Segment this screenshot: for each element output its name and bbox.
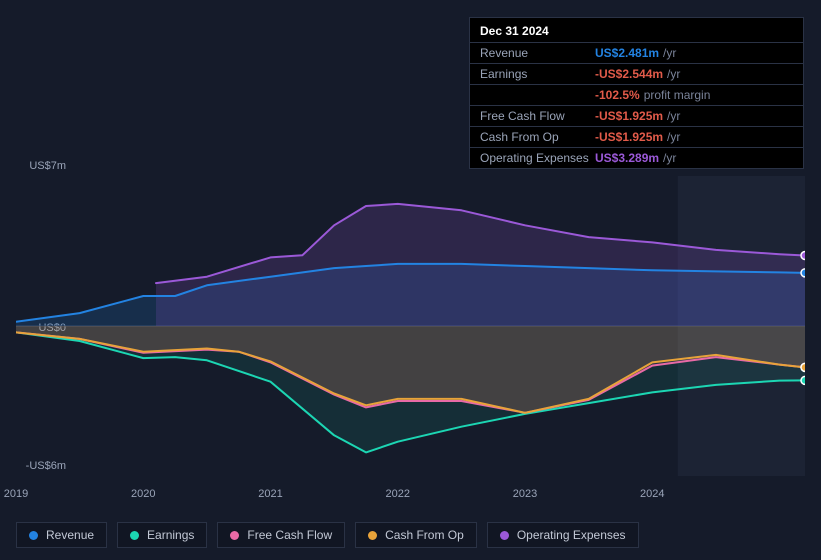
y-axis-label-max: US$7m (29, 160, 66, 172)
legend-label: Free Cash Flow (247, 528, 332, 542)
legend-label: Cash From Op (385, 528, 464, 542)
legend: Revenue Earnings Free Cash Flow Cash From O… (16, 522, 639, 548)
series-end-dot-revenue (801, 269, 805, 277)
legend-label: Earnings (147, 528, 194, 542)
x-axis: 201920202021202220232024 (16, 484, 805, 500)
tooltip-row: Free Cash Flow-US$1.925m/yr (470, 105, 803, 126)
legend-label: Operating Expenses (517, 528, 626, 542)
tooltip-row-value: -US$2.544m (595, 67, 663, 81)
legend-item-earnings[interactable]: Earnings (117, 522, 207, 548)
tooltip-date: Dec 31 2024 (470, 18, 803, 42)
tooltip-row-value: -US$1.925m (595, 130, 663, 144)
tooltip-row-label: Free Cash Flow (480, 109, 595, 123)
legend-swatch (368, 531, 377, 540)
legend-item-cfo[interactable]: Cash From Op (355, 522, 477, 548)
data-tooltip: Dec 31 2024 RevenueUS$2.481m/yrEarnings-… (469, 17, 804, 169)
legend-item-opex[interactable]: Operating Expenses (487, 522, 639, 548)
tooltip-row-value: US$2.481m (595, 46, 659, 60)
tooltip-row-suffix: /yr (667, 130, 680, 144)
tooltip-row-label: Operating Expenses (480, 151, 595, 165)
chart-svg (16, 176, 805, 476)
series-end-dot-cfo (801, 363, 805, 371)
legend-swatch (500, 531, 509, 540)
legend-item-revenue[interactable]: Revenue (16, 522, 107, 548)
tooltip-row-label: Revenue (480, 46, 595, 60)
tooltip-row-label: Earnings (480, 67, 595, 81)
x-axis-tick: 2021 (258, 488, 282, 500)
x-axis-tick: 2022 (386, 488, 410, 500)
tooltip-row: Cash From Op-US$1.925m/yr (470, 126, 803, 147)
x-axis-tick: 2023 (513, 488, 537, 500)
tooltip-row-suffix: /yr (667, 109, 680, 123)
tooltip-row-suffix: profit margin (644, 88, 711, 102)
series-end-dot-earnings (801, 376, 805, 384)
legend-swatch (130, 531, 139, 540)
tooltip-row-value: US$3.289m (595, 151, 659, 165)
tooltip-row-value: -102.5% (595, 88, 640, 102)
chart-area[interactable]: US$7m US$0 -US$6m 2019202020212022202320… (16, 158, 805, 488)
x-axis-tick: 2024 (640, 488, 664, 500)
legend-swatch (230, 531, 239, 540)
x-axis-tick: 2020 (131, 488, 155, 500)
legend-label: Revenue (46, 528, 94, 542)
tooltip-row-suffix: /yr (663, 151, 676, 165)
x-axis-tick: 2019 (4, 488, 28, 500)
legend-item-fcf[interactable]: Free Cash Flow (217, 522, 345, 548)
tooltip-row-suffix: /yr (667, 67, 680, 81)
tooltip-row: Operating ExpensesUS$3.289m/yr (470, 147, 803, 168)
tooltip-row: RevenueUS$2.481m/yr (470, 42, 803, 63)
tooltip-row: -102.5% profit margin (470, 84, 803, 105)
legend-swatch (29, 531, 38, 540)
tooltip-row-value: -US$1.925m (595, 109, 663, 123)
tooltip-row-suffix: /yr (663, 46, 676, 60)
series-end-dot-opex (801, 252, 805, 260)
tooltip-rows: RevenueUS$2.481m/yrEarnings-US$2.544m/yr… (470, 42, 803, 168)
tooltip-row-label: Cash From Op (480, 130, 595, 144)
tooltip-row: Earnings-US$2.544m/yr (470, 63, 803, 84)
